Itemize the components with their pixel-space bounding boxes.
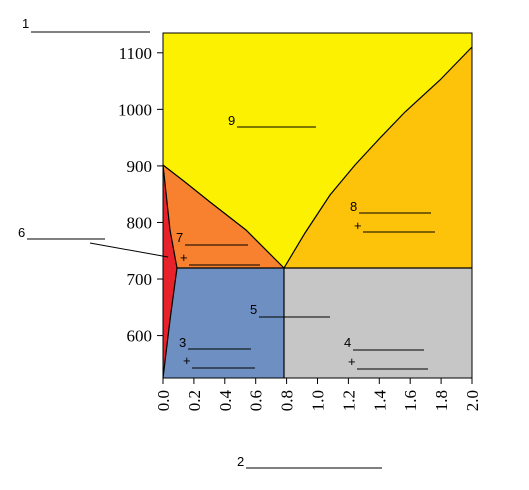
y-tick-label: 1100 xyxy=(119,44,152,63)
region-9-number: 9 xyxy=(228,113,235,128)
y-tick-label: 1000 xyxy=(118,100,152,119)
x-tick-label: 0.4 xyxy=(216,390,235,412)
boundary-left-upper xyxy=(162,164,285,269)
y-tick-label: 700 xyxy=(127,270,153,289)
x-tick-label: 1.8 xyxy=(432,390,451,411)
liquidus-right xyxy=(283,46,473,269)
region-7-plus: + xyxy=(180,250,188,265)
title-blank: 1 xyxy=(22,16,150,33)
region-9-label: 9 xyxy=(228,113,316,128)
xaxis-blank: 2 xyxy=(237,454,382,469)
x-tick-label: 2.0 xyxy=(463,390,482,411)
x-tick-label: 0.2 xyxy=(185,390,204,411)
region-7-number: 7 xyxy=(176,230,183,245)
x-tick-label: 0.6 xyxy=(247,390,266,411)
region-4-number: 4 xyxy=(344,335,351,350)
x-tick-label: 1.6 xyxy=(401,390,420,411)
y-axis: 600 700 800 900 1000 1100 xyxy=(118,44,163,346)
region-3-label: 3 + xyxy=(179,335,255,369)
region-6-number: 6 xyxy=(18,225,25,240)
phase-boundaries xyxy=(162,46,473,379)
region-3-plus: + xyxy=(183,353,191,368)
region-6-label: 6 xyxy=(18,225,169,258)
region-3-number: 3 xyxy=(179,335,186,350)
xaxis-blank-number: 2 xyxy=(237,454,244,469)
region-8-label: 8 + xyxy=(350,199,435,233)
region-3-blue xyxy=(163,268,284,378)
region-7-label: 7 + xyxy=(176,230,260,266)
region-9-yellow xyxy=(163,33,472,268)
region-6-red xyxy=(163,165,177,378)
x-tick-label: 1.0 xyxy=(309,390,328,411)
y-tick-label: 600 xyxy=(127,327,153,346)
x-tick-label: 1.2 xyxy=(339,390,358,411)
x-axis: 0.0 0.2 0.4 0.6 0.8 1.0 1.2 1.4 1.6 1.8 2.0 xyxy=(154,378,482,411)
title-blank-number: 1 xyxy=(22,16,29,31)
region-8-number: 8 xyxy=(350,199,357,214)
region-5-label: 5 xyxy=(250,302,330,318)
region-4-gray xyxy=(284,268,472,378)
region-7-orange xyxy=(163,165,284,268)
y-tick-label: 800 xyxy=(127,213,153,232)
x-tick-label: 1.4 xyxy=(370,390,389,412)
region-6-pointer xyxy=(89,242,169,258)
boundary-red-left xyxy=(162,164,178,379)
x-tick-label: 0.8 xyxy=(278,390,297,411)
region-4-plus: + xyxy=(348,354,356,369)
x-tick-label: 0.0 xyxy=(154,390,173,411)
region-4-label: 4 + xyxy=(344,335,428,370)
y-tick-label: 900 xyxy=(127,157,153,176)
region-8-plus: + xyxy=(354,218,362,233)
phase-regions xyxy=(163,33,472,378)
region-5-number: 5 xyxy=(250,302,257,317)
